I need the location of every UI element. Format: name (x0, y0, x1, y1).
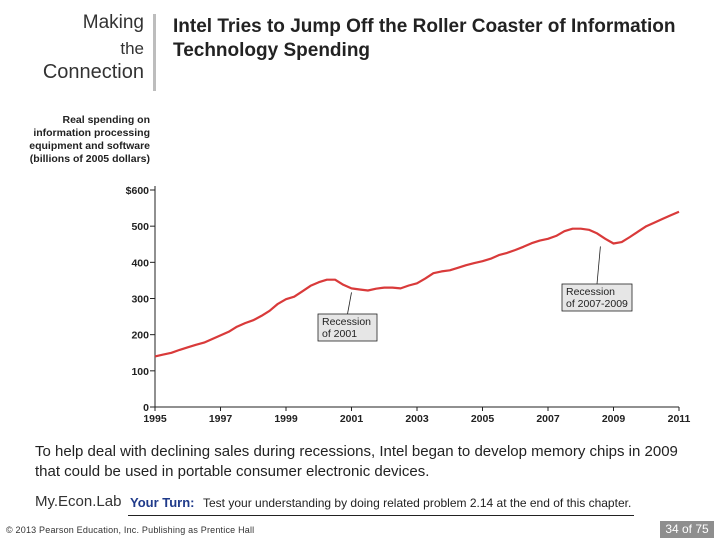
spending-line-chart: 0 100 200 300 400 500 $600 1995 1997 1999 2001 2003… (126, 185, 691, 425)
x-tick-label: 2007 (536, 413, 560, 425)
y-tick-label: 0 (143, 402, 149, 414)
body-paragraph: To help deal with declining sales during… (35, 443, 678, 480)
y-tick-label: $600 (126, 185, 150, 197)
callout-label-line1: Recession (566, 286, 615, 298)
y-tick-label: 100 (131, 366, 149, 378)
y-tick-label: 500 (131, 221, 149, 233)
x-tick-label: 2011 (668, 413, 691, 425)
callout-label-line2: of 2001 (322, 328, 357, 340)
brand-making: Making (82, 12, 144, 33)
x-tick-label: 1997 (209, 413, 233, 425)
y-tick-label: 300 (131, 294, 149, 306)
x-tick-label: 2003 (405, 413, 429, 425)
y-tick-label: 400 (131, 257, 149, 269)
spending-series-line (154, 210, 680, 358)
slide-title: Intel Tries to Jump Off the Roller Coast… (173, 16, 676, 61)
x-tick-label: 2009 (602, 413, 626, 425)
your-turn-text: Test your understanding by doing related… (203, 496, 632, 510)
callout-leader-line (347, 292, 352, 315)
x-tick-label: 1995 (143, 413, 167, 425)
chart-series-layer (154, 210, 680, 358)
y-axis-label: Real spending on information processing … (29, 114, 150, 165)
y-tick-label: 200 (131, 330, 149, 342)
x-tick-label: 2005 (471, 413, 495, 425)
chart-axes: 0 100 200 300 400 500 $600 1995 1997 1999 2001 2003… (126, 185, 691, 425)
callout-box (561, 283, 633, 312)
callout-label-line2: of 2007-2009 (566, 298, 628, 310)
myeconlab-logo: My.Econ.Lab (35, 493, 122, 510)
x-tick-label: 1999 (274, 413, 298, 425)
brand-the: the (120, 39, 144, 58)
page-number: 34 of 75 (660, 521, 714, 538)
footer-divider (128, 515, 634, 516)
callout-box (317, 313, 378, 342)
your-turn-label: Your Turn: (130, 495, 195, 510)
callout-leader-line (596, 246, 601, 285)
brand-divider (153, 14, 156, 91)
copyright-notice: © 2013 Pearson Education, Inc. Publishin… (6, 525, 255, 535)
brand-connection: Connection (42, 61, 144, 83)
callout-label-line1: Recession (322, 316, 371, 328)
x-tick-label: 2001 (340, 413, 364, 425)
